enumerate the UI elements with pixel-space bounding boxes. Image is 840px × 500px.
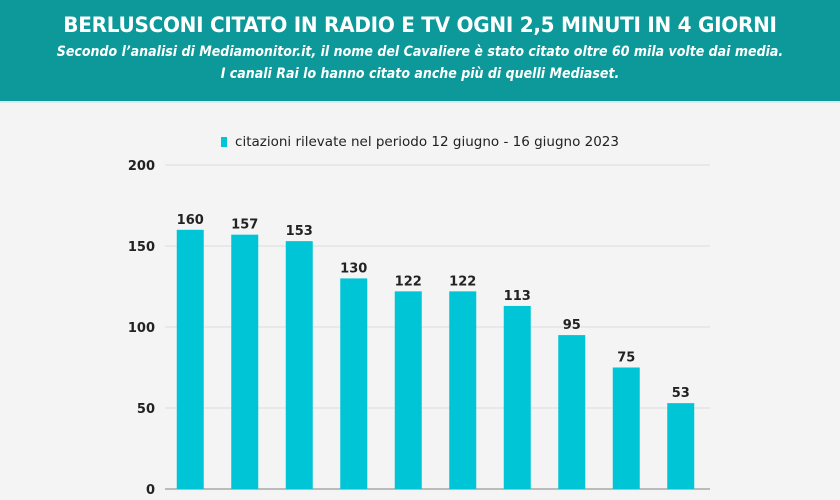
data-label: 53 [672,386,690,401]
y-tick-label: 200 [128,159,155,174]
subtitle-line-1: Secondo l’analisi di Mediamonitor.it, il… [56,44,784,60]
data-label: 113 [504,289,531,304]
bar [285,241,313,489]
y-tick-label: 0 [146,483,155,498]
chart-title: BERLUSCONI CITATO IN RADIO E TV OGNI 2,5… [63,13,777,38]
legend: citazioni rilevate nel periodo 12 giugno… [0,134,840,150]
bar [176,229,204,490]
bar [340,278,368,489]
data-label: 95 [563,318,581,333]
legend-swatch [221,137,228,147]
y-tick-label: 100 [128,321,155,336]
bar [449,291,477,489]
subtitle-line-2: I canali Rai lo hanno citato anche più d… [220,66,620,82]
y-tick-label: 150 [128,240,155,255]
data-label: 157 [231,218,258,233]
bar [231,234,259,489]
data-label: 153 [286,224,313,239]
bar [394,291,422,489]
legend-label: citazioni rilevate nel periodo 12 giugno… [235,134,619,150]
data-label: 160 [177,213,204,228]
bar [612,367,640,489]
header-banner: BERLUSCONI CITATO IN RADIO E TV OGNI 2,5… [0,0,840,103]
y-tick-label: 50 [137,402,155,417]
bar [558,335,586,489]
bar [503,305,531,489]
data-label: 75 [617,351,635,366]
data-label: 130 [340,261,367,276]
bar [667,403,695,489]
data-label: 122 [449,274,476,289]
data-label: 122 [395,274,422,289]
